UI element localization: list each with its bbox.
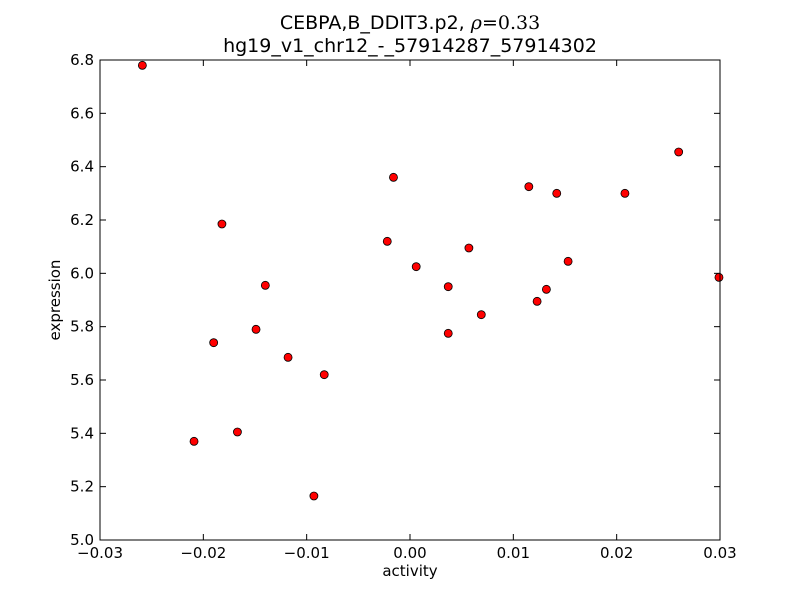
y-tick-label: 6.8 bbox=[70, 51, 94, 69]
y-tick-label: 6.2 bbox=[70, 211, 94, 229]
data-point bbox=[389, 172, 398, 182]
data-point bbox=[319, 370, 329, 380]
y-tick-label: 5.8 bbox=[70, 318, 94, 336]
axis-ticks: −0.03 −0.02 −0.01 0.00 0.01 0.02 0.03 5.0 5.2 5.4… bbox=[70, 51, 737, 562]
data-point bbox=[251, 324, 261, 334]
data-point bbox=[563, 256, 573, 266]
y-tick-label: 6.0 bbox=[70, 264, 94, 282]
y-tick-label: 5.2 bbox=[70, 478, 94, 496]
chart-title-rho-symbol: ρ bbox=[470, 12, 483, 34]
data-points bbox=[137, 60, 724, 501]
chart-title-prefix: CEBPA,B_DDIT3.p2, bbox=[280, 12, 471, 34]
data-point bbox=[464, 243, 474, 253]
x-tick-label: 0.01 bbox=[497, 544, 530, 562]
plot-frame bbox=[99, 59, 721, 541]
y-tick-label: 6.4 bbox=[70, 158, 94, 176]
x-tick-label: −0.03 bbox=[77, 544, 123, 562]
x-tick-label: −0.01 bbox=[284, 544, 330, 562]
data-point bbox=[309, 491, 319, 501]
data-point bbox=[674, 147, 684, 157]
data-point bbox=[552, 188, 562, 198]
x-axis-label: activity bbox=[382, 562, 437, 580]
data-point bbox=[476, 310, 486, 320]
data-point bbox=[714, 272, 724, 282]
data-point bbox=[260, 280, 270, 290]
y-tick-label: 5.0 bbox=[70, 531, 94, 549]
x-tick-label: 0.02 bbox=[600, 544, 633, 562]
chart-title-line2: hg19_v1_chr12_-_57914287_57914302 bbox=[223, 35, 597, 57]
data-point bbox=[233, 427, 242, 437]
data-point bbox=[189, 436, 199, 446]
chart-title-rho-value: =0.33 bbox=[482, 12, 540, 34]
data-point bbox=[217, 219, 227, 229]
x-tick-label: 0.00 bbox=[393, 544, 426, 562]
data-point bbox=[443, 328, 453, 338]
y-tick-label: 6.6 bbox=[70, 104, 94, 122]
data-point bbox=[209, 338, 219, 348]
y-tick-label: 5.4 bbox=[70, 424, 94, 442]
data-point bbox=[524, 182, 534, 192]
y-tick-label: 5.6 bbox=[70, 371, 94, 389]
data-point bbox=[283, 352, 293, 362]
chart-title-line1: CEBPA,B_DDIT3.p2, ρ=0.33 bbox=[280, 12, 540, 34]
x-tick-label: 0.03 bbox=[703, 544, 736, 562]
data-point bbox=[443, 282, 453, 292]
data-point bbox=[532, 296, 542, 306]
y-axis-label: expression bbox=[46, 260, 64, 341]
data-point bbox=[411, 262, 421, 272]
data-point bbox=[137, 60, 147, 70]
x-tick-label: −0.02 bbox=[180, 544, 226, 562]
data-point bbox=[382, 236, 392, 246]
data-point bbox=[542, 284, 551, 294]
data-point bbox=[620, 188, 630, 198]
